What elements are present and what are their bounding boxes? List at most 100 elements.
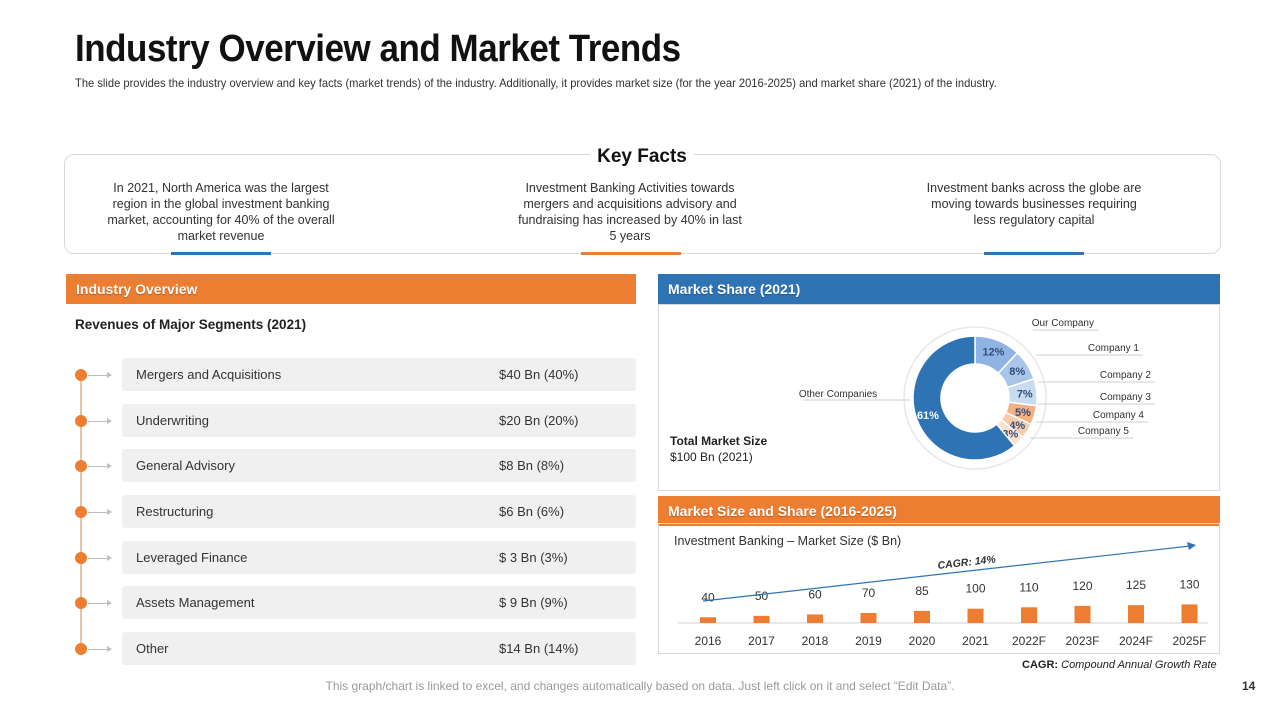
page-title: Industry Overview and Market Trends [75,28,681,70]
bar-category-label: 2025F [1172,634,1206,648]
segment-row: Underwriting $20 Bn (20%) [122,404,636,437]
bar-value-label: 85 [915,584,929,598]
segment-arrow-icon [88,600,112,606]
bar-value-label: 110 [1019,580,1038,594]
segment-row: Leveraged Finance $ 3 Bn (3%) [122,541,636,574]
market-size-bar [1128,605,1144,623]
cagr-footnote: CAGR: Compound Annual Growth Rate [1022,659,1217,671]
donut-data-label: 8% [1009,366,1025,378]
segment-value: $8 Bn (8%) [499,458,565,473]
donut-category-label: Company 4 [1093,410,1145,421]
segment-dot [75,460,87,472]
segment-name: Leveraged Finance [136,550,248,565]
donut-category-label: Other Companies [799,389,877,400]
page-number: 14 [1242,679,1256,693]
segment-arrow-icon [88,372,112,378]
bar-value-label: 125 [1126,578,1146,592]
segment-arrow-icon [88,509,112,515]
market-size-bar [967,608,984,623]
market-share-donut-chart: 12% Our Company 8% Company 1 7% Company 2 5% Co… [799,318,1155,470]
donut-data-label: 7% [1017,388,1033,400]
segment-dot [75,552,87,564]
market-size-bar-chart: 40 2016 50 2017 60 2018 70 2019 85 2020 100 2021 110… [678,542,1208,648]
segment-name: Restructuring [136,504,214,519]
market-size-bar [1181,604,1198,623]
bar-value-label: 120 [1072,579,1092,593]
segment-dot [75,369,87,381]
market-size-chart-title: Investment Banking – Market Size ($ Bn) [674,534,902,548]
bar-value-label: 50 [755,589,769,603]
segment-value: $14 Bn (14%) [499,641,579,656]
key-fact-1-accent-bar [171,252,271,255]
donut-data-label: 5% [1015,407,1031,419]
donut-slice [912,335,1016,461]
segment-arrow-icon [88,555,112,561]
bar-value-label: 40 [701,590,715,604]
donut-category-label: Company 3 [1100,392,1152,403]
donut-category-label: Our Company [1032,318,1094,329]
bar-value-label: 70 [862,586,876,600]
bar-category-label: 2023F [1065,634,1099,648]
segment-name: Underwriting [136,413,209,428]
segment-row: Assets Management $ 9 Bn (9%) [122,586,636,619]
segment-value: $20 Bn (20%) [499,413,579,428]
segment-dot [75,643,87,655]
market-size-bar [914,610,930,623]
donut-data-label: 61% [917,410,939,422]
segment-arrow-icon [88,646,112,652]
segment-dot [75,415,87,427]
market-size-bar [1074,605,1091,623]
market-size-bar [700,617,716,623]
donut-category-label: Company 2 [1100,370,1152,381]
segment-row: Other $14 Bn (14%) [122,632,636,665]
market-size-panel [658,523,1220,654]
segment-name: Assets Management [136,595,255,610]
market-size-bar [753,615,770,623]
segment-arrow-icon [88,463,112,469]
donut-data-label: 12% [982,347,1004,359]
key-fact-1: In 2021, North America was the largest r… [107,181,335,243]
segment-row: Restructuring $6 Bn (6%) [122,495,636,528]
market-size-bar [1021,607,1037,623]
segment-dot [75,506,87,518]
segment-arrow-icon [88,418,112,424]
bar-value-label: 100 [965,582,985,596]
market-size-bar [807,614,823,623]
bar-category-label: 2021 [962,634,989,648]
key-fact-3-accent-bar [984,252,1084,255]
donut-category-label: Company 1 [1088,343,1140,354]
donut-outer-ring [903,326,1047,470]
market-size-bar [860,613,877,623]
cagr-footnote-label: CAGR: [1022,659,1059,671]
donut-category-label: Company 5 [1078,426,1130,437]
total-market-size-label: Total Market Size [670,434,768,448]
key-fact-2-accent-bar [581,252,681,255]
segment-row: General Advisory $8 Bn (8%) [122,449,636,482]
key-facts-title: Key Facts [590,146,694,168]
segment-row: Mergers and Acquisitions $40 Bn (40%) [122,358,636,391]
segment-value: $ 3 Bn (3%) [499,550,568,565]
bar-category-label: 2024F [1119,634,1153,648]
segment-name: General Advisory [136,458,235,473]
key-fact-2: Investment Banking Activities towards me… [518,181,742,243]
total-market-size-value: $100 Bn (2021) [670,450,753,464]
bar-category-label: 2022F [1012,634,1046,648]
cagr-trend-arrow [702,545,1191,602]
cagr-footnote-text: Compound Annual Growth Rate [1061,659,1217,671]
segment-name: Other [136,641,169,656]
market-size-header: Market Size and Share (2016-2025) [658,496,1220,526]
segment-value: $6 Bn (6%) [499,504,565,519]
bar-category-label: 2018 [802,634,829,648]
segment-value: $ 9 Bn (9%) [499,595,568,610]
segments-heading: Revenues of Major Segments (2021) [75,317,307,332]
cagr-arrowhead-icon [1187,542,1196,550]
key-fact-3: Investment banks across the globe are mo… [926,181,1142,227]
bar-category-label: 2019 [855,634,882,648]
segment-dot [75,597,87,609]
industry-overview-header: Industry Overview [66,274,636,304]
footer-note: This graph/chart is linked to excel, and… [325,679,955,693]
page-subtitle: The slide provides the industry overview… [75,76,997,90]
segment-name: Mergers and Acquisitions [136,367,282,382]
segment-value: $40 Bn (40%) [499,367,579,382]
bar-category-label: 2016 [695,634,722,648]
